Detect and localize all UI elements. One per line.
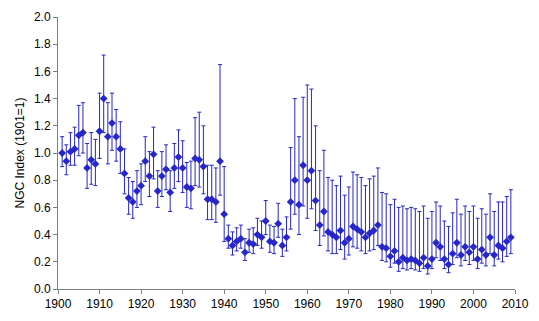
svg-text:1990: 1990 xyxy=(419,297,446,311)
svg-text:1950: 1950 xyxy=(252,297,279,311)
svg-text:2000: 2000 xyxy=(460,297,487,311)
svg-text:NGC Index (1901=1): NGC Index (1901=1) xyxy=(13,97,27,208)
svg-text:1970: 1970 xyxy=(335,297,362,311)
svg-text:1960: 1960 xyxy=(294,297,321,311)
svg-text:2.0: 2.0 xyxy=(34,10,51,24)
svg-text:0.4: 0.4 xyxy=(34,228,51,242)
svg-text:1940: 1940 xyxy=(211,297,238,311)
svg-text:1.4: 1.4 xyxy=(34,92,51,106)
svg-text:1920: 1920 xyxy=(128,297,155,311)
svg-text:1.0: 1.0 xyxy=(34,146,51,160)
svg-text:0.8: 0.8 xyxy=(34,173,51,187)
svg-text:2010: 2010 xyxy=(502,297,529,311)
svg-text:1910: 1910 xyxy=(86,297,113,311)
svg-text:1900: 1900 xyxy=(45,297,72,311)
svg-text:0.6: 0.6 xyxy=(34,201,51,215)
svg-text:1930: 1930 xyxy=(169,297,196,311)
svg-text:1.8: 1.8 xyxy=(34,37,51,51)
svg-text:1980: 1980 xyxy=(377,297,404,311)
svg-text:0.0: 0.0 xyxy=(34,282,51,296)
svg-text:0.2: 0.2 xyxy=(34,255,51,269)
svg-text:1.2: 1.2 xyxy=(34,119,51,133)
svg-text:1.6: 1.6 xyxy=(34,65,51,79)
